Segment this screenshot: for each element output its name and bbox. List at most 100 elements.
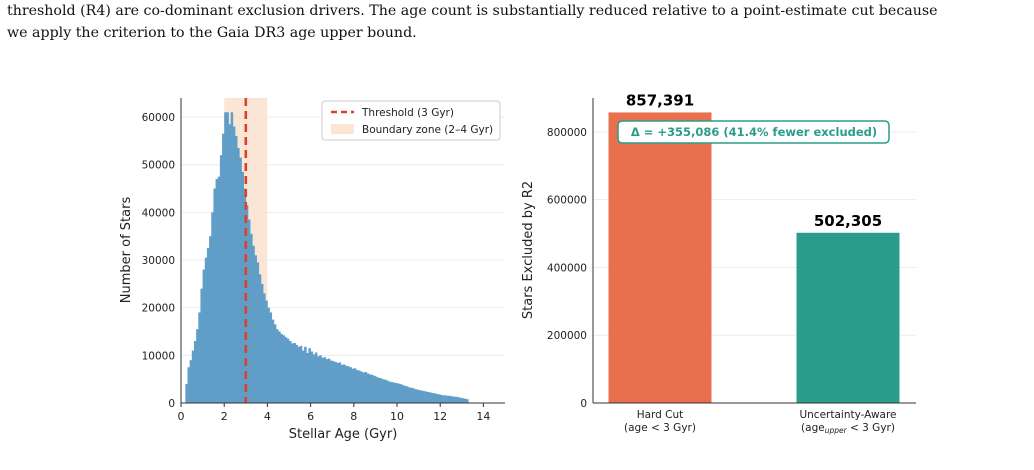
histogram-bar bbox=[327, 358, 331, 403]
legend-boundary-label: Boundary zone (2–4 Gyr) bbox=[362, 124, 493, 136]
histogram-bar bbox=[276, 329, 279, 403]
histogram-y-label: Number of Stars bbox=[119, 197, 134, 304]
histogram-bar bbox=[217, 176, 221, 403]
histogram-bar bbox=[444, 395, 448, 403]
histogram-bar bbox=[360, 371, 363, 403]
histogram-bars bbox=[185, 112, 469, 403]
histogram-bar bbox=[390, 382, 394, 403]
histogram-bar bbox=[466, 399, 469, 403]
histogram-y-tick-label: 60000 bbox=[142, 112, 175, 124]
histogram-bar bbox=[409, 387, 413, 403]
histogram-bar bbox=[224, 112, 227, 403]
histogram-bar bbox=[321, 357, 324, 403]
histogram-bar bbox=[213, 188, 216, 403]
histogram-bar bbox=[347, 366, 350, 403]
histogram-bar bbox=[386, 380, 389, 403]
bar-hard-cut bbox=[608, 112, 712, 403]
category-label-uncertainty-aware: Uncertainty-Aware bbox=[799, 409, 896, 421]
delta-annotation: Δ = +355,086 (41.4% fewer excluded) bbox=[617, 120, 890, 144]
histogram-bar bbox=[289, 341, 292, 403]
histogram-bar bbox=[340, 364, 344, 403]
bar-y-tick-label: 200000 bbox=[547, 330, 587, 342]
histogram-bar bbox=[355, 370, 359, 403]
histogram-bar bbox=[405, 386, 409, 403]
histogram-bar bbox=[256, 262, 260, 403]
histogram-bar bbox=[286, 338, 290, 403]
histogram-bar bbox=[461, 398, 465, 403]
histogram-bar bbox=[457, 397, 460, 403]
bar-y-tick-label: 0 bbox=[580, 398, 587, 410]
bar-value-label-hard-cut: 857,391 bbox=[626, 91, 694, 109]
histogram-bar bbox=[429, 392, 432, 403]
histogram-bar bbox=[384, 379, 387, 403]
histogram-bar bbox=[260, 283, 264, 403]
histogram-bar bbox=[317, 356, 320, 403]
histogram-bar bbox=[314, 352, 318, 403]
histogram-bar bbox=[338, 362, 342, 403]
histogram-bar bbox=[185, 383, 188, 403]
histogram-bar bbox=[200, 288, 203, 403]
histogram-bar bbox=[282, 335, 286, 403]
histogram-bar bbox=[448, 395, 452, 403]
histogram-bar bbox=[193, 341, 197, 403]
histogram-bar bbox=[379, 378, 383, 403]
histogram-bar bbox=[196, 329, 199, 403]
histogram-bar bbox=[420, 390, 424, 403]
histogram-bar bbox=[232, 126, 236, 403]
histogram-bar bbox=[403, 385, 406, 403]
histogram-bar bbox=[265, 300, 268, 403]
histogram-bar bbox=[394, 382, 398, 403]
histogram-bar bbox=[392, 382, 396, 403]
histogram-bar bbox=[330, 360, 333, 403]
histogram-bar bbox=[263, 293, 266, 403]
histogram-bar bbox=[278, 331, 281, 403]
histogram-bar bbox=[291, 343, 294, 403]
histogram-bar bbox=[440, 394, 443, 403]
histogram-bar bbox=[250, 233, 253, 403]
histogram-bar bbox=[247, 219, 251, 403]
histogram-bar bbox=[446, 395, 450, 403]
histogram-bar bbox=[416, 389, 419, 403]
histogram-y-tick-label: 20000 bbox=[142, 303, 175, 315]
histogram-bar bbox=[381, 379, 385, 403]
histogram-bar bbox=[334, 362, 337, 403]
body-text: threshold (R4) are co-dominant exclusion… bbox=[7, 0, 1031, 44]
histogram-y-tick-label: 10000 bbox=[142, 350, 175, 362]
histogram-bar bbox=[368, 374, 372, 403]
histogram-bar bbox=[206, 248, 210, 403]
histogram-bar bbox=[209, 236, 212, 403]
histogram-bar bbox=[442, 395, 445, 403]
histogram-bar bbox=[438, 394, 441, 403]
histogram-bar bbox=[215, 179, 219, 403]
bar-uncertainty-aware bbox=[796, 232, 900, 403]
histogram-bar bbox=[239, 157, 242, 403]
category-sublabel-uncertainty-aware: (ageupper < 3 Gyr) bbox=[801, 422, 895, 435]
histogram-bar bbox=[418, 390, 422, 403]
histogram-bar bbox=[414, 389, 417, 403]
histogram-y-tick-label: 50000 bbox=[142, 160, 175, 172]
legend-boundary-swatch bbox=[331, 124, 354, 134]
histogram-bar bbox=[377, 377, 381, 403]
histogram-x-tick-label: 2 bbox=[221, 410, 228, 423]
histogram-bar bbox=[336, 362, 340, 403]
histogram-y-tick-label: 40000 bbox=[142, 207, 175, 219]
histogram-x-tick-label: 10 bbox=[390, 410, 404, 423]
histogram-bar bbox=[435, 393, 439, 403]
body-text-line-2: we apply the criterion to the Gaia DR3 a… bbox=[7, 25, 417, 41]
histogram-bar bbox=[304, 346, 307, 403]
histogram-bar bbox=[433, 393, 437, 403]
histogram-y-tick-label: 0 bbox=[168, 398, 175, 410]
histogram-bar bbox=[366, 373, 370, 403]
histogram-x-tick-label: 12 bbox=[433, 410, 447, 423]
delta-annotation-box bbox=[617, 120, 890, 144]
histogram-bar bbox=[401, 384, 404, 403]
histogram-bar bbox=[204, 257, 208, 403]
histogram-bar bbox=[241, 171, 244, 403]
histogram-bar bbox=[297, 346, 301, 403]
histogram-bar bbox=[451, 396, 454, 403]
histogram-bar bbox=[258, 274, 262, 403]
bar-y-ticks: 0 200000 400000 600000 800000 bbox=[547, 127, 587, 410]
histogram-bar bbox=[219, 155, 223, 403]
histogram-bar bbox=[407, 387, 411, 403]
histogram-bar bbox=[362, 372, 365, 403]
